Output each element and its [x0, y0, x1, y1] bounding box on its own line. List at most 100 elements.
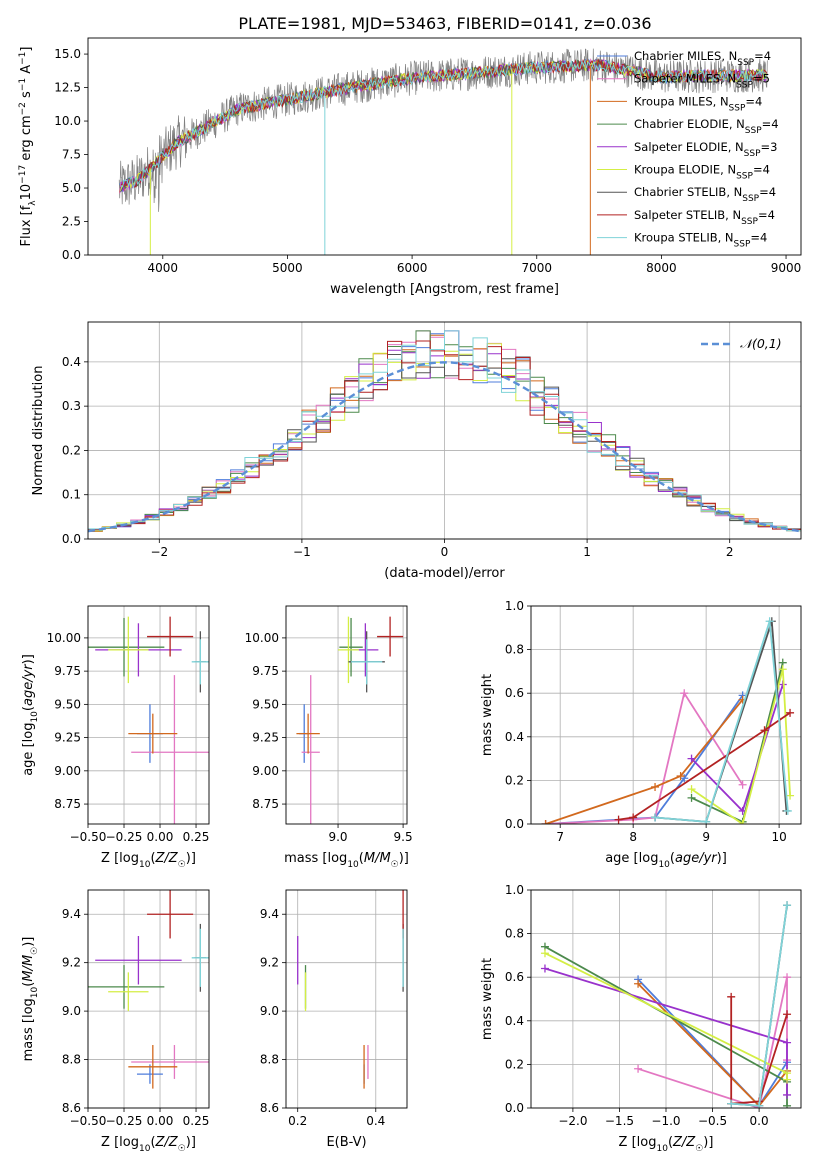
x-tick-label: 1	[583, 545, 591, 559]
x-axis-label: (data-model)/error	[384, 566, 505, 581]
x-tick-label: 9.0	[328, 830, 347, 844]
y-axis-label: Normed distribution	[31, 366, 46, 496]
y-tick-label: 9.50	[54, 697, 81, 711]
y-tick-label: 5.0	[62, 181, 81, 195]
legend-label-count: =4	[750, 231, 767, 245]
x-axis-label-part: (	[359, 851, 364, 866]
x-tick-label: 9.5	[394, 830, 413, 844]
weight-marker	[760, 726, 769, 735]
weight-marker	[783, 1101, 792, 1108]
y-tick-label: 9.75	[54, 664, 81, 678]
data-point	[301, 675, 320, 824]
legend-label: Kroupa ELODIE, NSSP=4	[634, 163, 770, 182]
x-tick-label: 0.25	[183, 830, 210, 844]
y-axis-label-part: (	[21, 706, 36, 711]
x-tick-label: −0.25	[106, 830, 143, 844]
y-axis-label-part: −2	[18, 102, 28, 115]
y-axis-label-part: 10	[19, 184, 34, 201]
weight-vs-Z-plot-area	[540, 901, 792, 1108]
y-axis-label: mass [log10(M/M☉)]	[21, 937, 40, 1062]
y-tick-label: 0.0	[505, 1101, 524, 1115]
y-tick-label: 9.2	[260, 956, 279, 970]
residuals-axes: −2 −1 0 1 2 0.0 0.1 0.2 0.3 0.4 (data-model)/error…	[31, 321, 802, 581]
x-axis-label: age [log10(age/yr)]	[605, 851, 727, 870]
data-point	[131, 675, 209, 824]
y-tick-label: 0.0	[62, 532, 81, 546]
residual-legend: 𝒩(0,1)	[701, 336, 782, 351]
weight-series-line	[618, 712, 791, 821]
legend-label-text: Salpeter MILES, N	[634, 72, 736, 86]
legend-label-sub: SSP	[734, 240, 751, 250]
legend-label: Kroupa STELIB, NSSP=4	[634, 231, 767, 250]
plots: 4000 5000 6000 7000 8000 90000.02.55.07.510.0…	[18, 37, 802, 1154]
weight-marker	[540, 949, 549, 958]
mass-vs-ebv-plot-area	[297, 890, 404, 1089]
weight-marker	[540, 964, 549, 973]
y-tick-label: 8.6	[62, 1101, 81, 1115]
weight-marker	[634, 1064, 643, 1073]
x-axis-label-part: )]	[399, 851, 409, 866]
legend-label-sub: SSP	[742, 194, 759, 204]
axes-frame	[87, 889, 210, 1109]
x-axis-label-part: Z/Z	[672, 1135, 696, 1150]
y-axis-label: mass weight	[480, 674, 495, 756]
x-axis-label-part: )]	[186, 851, 196, 866]
y-tick-label: 8.6	[260, 1101, 279, 1115]
legend-label-text: Kroupa MILES, N	[634, 94, 729, 108]
legend-label-sub: SSP	[737, 58, 754, 68]
weight-series-line	[690, 668, 791, 824]
y-tick-label: 9.4	[260, 907, 279, 921]
x-tick-label: 4000	[148, 261, 179, 275]
y-axis-label-part: )]	[21, 654, 36, 664]
y-tick-label: 8.8	[62, 1053, 81, 1067]
y-tick-label: 10.00	[245, 631, 279, 645]
legend-label: Kroupa MILES, NSSP=4	[634, 94, 762, 113]
legend-label-count: =4	[753, 163, 770, 177]
data-point	[88, 617, 165, 677]
y-axis-label-part: 10	[30, 711, 40, 723]
y-tick-label: 0.1	[62, 488, 81, 502]
x-tick-label: −1	[293, 545, 311, 559]
x-axis-label: wavelength [Angstrom, rest frame]	[330, 282, 559, 297]
weight-marker	[651, 782, 660, 791]
legend-label-sub: SSP	[744, 149, 761, 159]
x-tick-label: −0.50	[70, 830, 107, 844]
legend-label-sub: SSP	[736, 172, 753, 182]
y-axis-label: age [log10(age/yr)]	[21, 654, 40, 776]
data-point	[108, 616, 149, 684]
legend-label-sub: SSP	[736, 81, 753, 91]
weight-marker	[634, 979, 643, 988]
weight-marker	[676, 772, 685, 781]
y-axis-label-part: erg cm	[19, 115, 34, 164]
axes-frame	[530, 889, 802, 1109]
legend-label-text: Chabrier MILES, N	[634, 49, 737, 63]
data-point	[136, 1064, 163, 1084]
y-tick-label: 9.25	[252, 731, 279, 745]
weight-marker	[783, 901, 792, 910]
x-axis-label-part: age/yr	[675, 851, 718, 866]
x-axis-label-part: Z [log	[101, 851, 139, 866]
data-point	[377, 616, 404, 657]
weight-marker	[786, 708, 795, 717]
weight-marker	[702, 817, 711, 824]
x-axis-label-part: ☉	[178, 860, 186, 870]
model-spectrum-line	[119, 60, 768, 192]
legend-label-text: Kroupa STELIB, N	[634, 231, 734, 245]
x-axis-label-part: E(B-V)	[326, 1135, 366, 1150]
x-axis-label: E(B-V)	[326, 1135, 366, 1150]
spectrum-plot-area	[118, 48, 768, 255]
x-tick-label: 7000	[521, 261, 552, 275]
x-tick-label: 0.4	[366, 1114, 385, 1128]
x-axis-label-part: wavelength [Angstrom, rest frame]	[330, 282, 559, 297]
x-tick-label: 0.00	[147, 830, 174, 844]
x-axis-label: mass [log10(M/M☉)]	[284, 851, 409, 870]
weight-marker	[629, 813, 638, 822]
weight-marker	[783, 1090, 792, 1099]
y-tick-label: 0.0	[505, 817, 524, 831]
x-axis-label-part: Z [log	[101, 1135, 139, 1150]
x-tick-label: 10	[771, 830, 786, 844]
x-tick-label: 0	[441, 545, 449, 559]
y-axis-label-part: A	[19, 65, 34, 78]
x-axis-label: Z [log10(Z/Z☉)]	[101, 1135, 196, 1154]
weight-marker	[680, 689, 689, 698]
